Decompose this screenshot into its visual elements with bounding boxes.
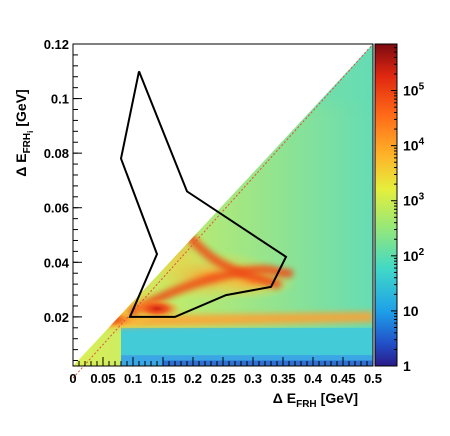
x-axis: 0 0.05 0.1 0.15 0.2 0.25 0.3 0.35 0.4 0.45 0.5 (69, 357, 382, 386)
x-tick-label: 0.1 (124, 371, 142, 386)
colorbar-tick-label: 105 (403, 82, 425, 99)
colorbar-ticks: 1 10 102 103 104 105 (391, 43, 425, 374)
density-band-edge (163, 360, 373, 366)
colorbar-tick-label: 1 (403, 358, 411, 374)
colorbar-tick-label: 10 (403, 303, 419, 319)
y-axis: 0.02 0.04 0.06 0.08 0.1 0.12 (44, 37, 82, 362)
x-tick-label: 0.05 (90, 371, 115, 386)
x-tick-label: 0.4 (304, 371, 323, 386)
colorbar-tick-label: 103 (403, 192, 425, 209)
x-tick-label: 0.35 (270, 371, 295, 386)
x-tick-label: 0 (69, 371, 76, 386)
y-tick-label: 0.1 (51, 92, 69, 107)
y-tick-label: 0.02 (44, 310, 69, 325)
x-tick-label: 0.45 (330, 371, 355, 386)
density-band-cyan (121, 327, 373, 356)
density-streak-1 (128, 265, 294, 316)
colorbar-tick-label: 104 (403, 137, 425, 154)
selection-polygon (119, 70, 288, 318)
x-tick-label: 0.3 (244, 371, 262, 386)
y-tick-label: 0.04 (44, 255, 70, 270)
y-tick-label: 0.12 (44, 37, 69, 52)
y-tick-label: 0.08 (44, 146, 69, 161)
colorbar-tick-label: 102 (403, 247, 425, 264)
colorbar-gradient (375, 44, 397, 366)
x-tick-label: 0.5 (364, 371, 382, 386)
x-tick-label: 0.25 (210, 371, 235, 386)
density-peak (133, 298, 181, 319)
y-tick-label: 0.06 (44, 201, 69, 216)
populated-boundary-line (72, 43, 374, 379)
plot-area: 0 0.05 0.1 0.15 0.2 0.25 0.3 0.35 0.4 0.45 0.5 0.0… (44, 37, 382, 386)
colorbar-frame (374, 43, 398, 367)
x-axis-title: Δ EFRH [GeV] (273, 390, 358, 410)
x-tick-label: 0.15 (150, 371, 175, 386)
colorbar: 1 10 102 103 104 105 (374, 43, 425, 374)
x-tick-label: 0.2 (184, 371, 202, 386)
y-axis-title: Δ EFRHi[GeV] (13, 89, 35, 176)
